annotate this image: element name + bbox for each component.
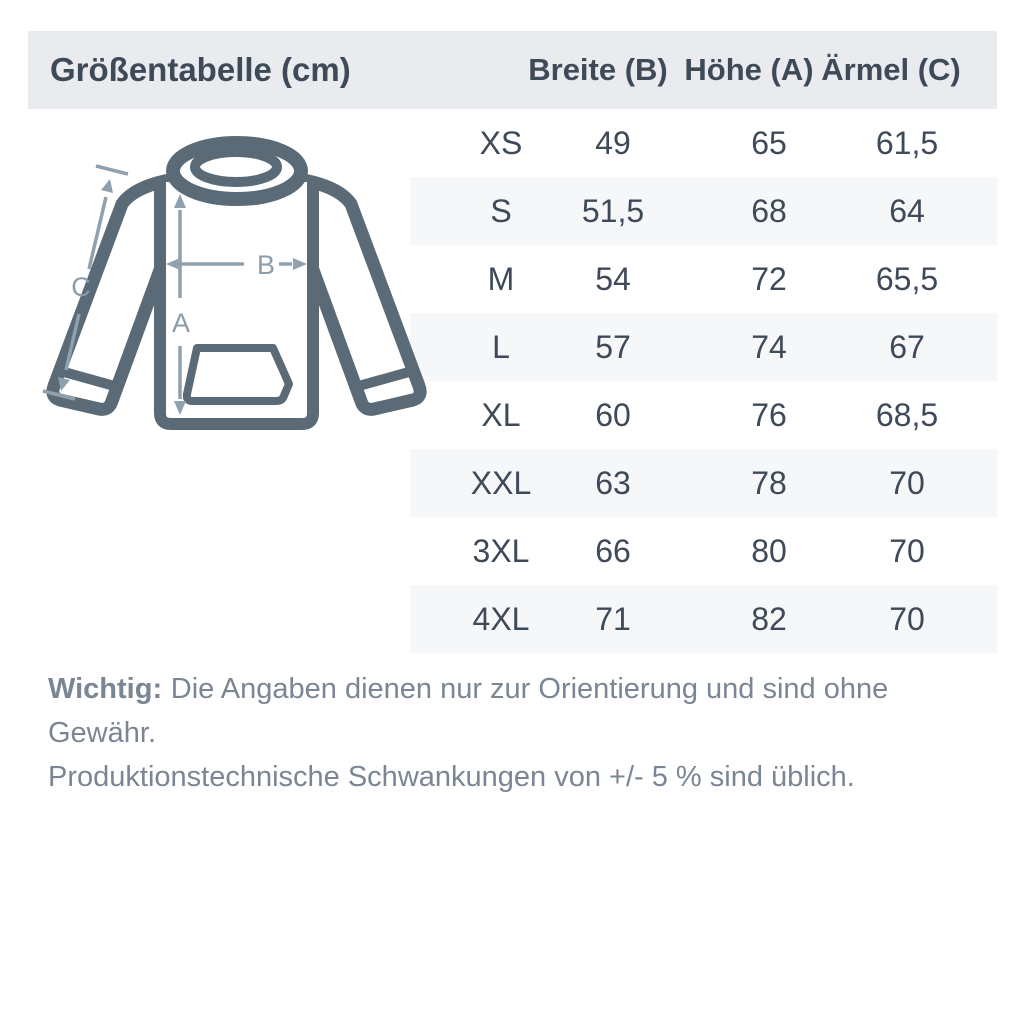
size-table: XS 49 65 61,5 S 51,5 68 64 M 54 72 65,5 … <box>410 109 997 653</box>
table-row: 3XL 66 80 70 <box>410 517 997 585</box>
hoodie-left-cuff <box>59 367 123 392</box>
disclaimer-text-1: Die Angaben dienen nur zur Orientierung … <box>48 673 889 749</box>
column-header-hoehe: Höhe (A) <box>684 52 814 87</box>
table-row: L 57 74 67 <box>410 313 997 381</box>
breite-value: 57 <box>595 329 631 365</box>
breite-value: 60 <box>595 397 631 433</box>
table-row: 4XL 71 82 70 <box>410 585 997 653</box>
measure-arrowheads-b <box>166 258 307 270</box>
size-label: XS <box>479 125 523 161</box>
aermel-value: 61,5 <box>875 125 939 161</box>
aermel-value: 64 <box>889 193 925 229</box>
aermel-value: 70 <box>889 533 925 569</box>
hoehe-value: 65 <box>751 125 787 161</box>
size-label: XL <box>481 397 521 433</box>
size-label: L <box>492 329 510 365</box>
hoehe-value: 68 <box>751 193 787 229</box>
disclaimer-line-1: Wichtig: Die Angaben dienen nur zur Orien… <box>48 667 988 755</box>
aermel-value: 68,5 <box>875 397 939 433</box>
measure-arrow-c <box>42 164 129 401</box>
hoodie-pocket <box>182 344 293 405</box>
table-row: XL 60 76 68,5 <box>410 381 997 449</box>
breite-value: 66 <box>595 533 631 569</box>
aermel-value: 70 <box>889 465 925 501</box>
measure-arrowheads-c <box>58 179 113 391</box>
aermel-value: 65,5 <box>875 261 939 297</box>
aermel-value: 67 <box>889 329 925 365</box>
hoehe-value: 78 <box>751 465 787 501</box>
hoodie-hood-inner <box>190 147 282 187</box>
breite-value: 49 <box>595 125 631 161</box>
size-label: M <box>487 261 515 297</box>
hoodie-diagram: A B C <box>42 136 427 430</box>
table-row: S 51,5 68 64 <box>410 177 997 245</box>
table-row: XS 49 65 61,5 <box>410 109 997 177</box>
breite-value: 51,5 <box>581 193 645 229</box>
disclaimer-prefix: Wichtig: <box>48 673 163 705</box>
hoodie-right-cuff <box>350 367 414 392</box>
size-label: 4XL <box>472 601 530 637</box>
hoodie-collar <box>172 174 302 206</box>
size-label: S <box>490 193 512 229</box>
disclaimer-note: Wichtig: Die Angaben dienen nur zur Orien… <box>48 667 988 799</box>
breite-value: 63 <box>595 465 631 501</box>
hoodie-right-sleeve <box>284 171 427 416</box>
measure-label-b: B <box>257 250 275 280</box>
table-header-bar: Größentabelle (cm) Breite (B) Höhe (A) Ä… <box>28 31 997 109</box>
hoehe-value: 82 <box>751 601 787 637</box>
disclaimer-line-2: Produktionstechnische Schwankungen von +… <box>48 761 855 793</box>
measure-label-c: C <box>71 272 91 302</box>
table-row: XXL 63 78 70 <box>410 449 997 517</box>
hoehe-value: 72 <box>751 261 787 297</box>
hoehe-value: 80 <box>751 533 787 569</box>
column-header-aermel: Ärmel (C) <box>821 52 961 87</box>
aermel-value: 70 <box>889 601 925 637</box>
column-header-breite: Breite (B) <box>528 52 668 87</box>
table-row: M 54 72 65,5 <box>410 245 997 313</box>
size-label: XXL <box>470 465 532 501</box>
measure-arrowheads-a <box>174 194 186 415</box>
measure-label-a: A <box>172 308 190 338</box>
breite-value: 54 <box>595 261 631 297</box>
breite-value: 71 <box>595 601 631 637</box>
page-title: Größentabelle (cm) <box>50 51 351 88</box>
hoehe-value: 74 <box>751 329 787 365</box>
hoehe-value: 76 <box>751 397 787 433</box>
size-label: 3XL <box>472 533 530 569</box>
